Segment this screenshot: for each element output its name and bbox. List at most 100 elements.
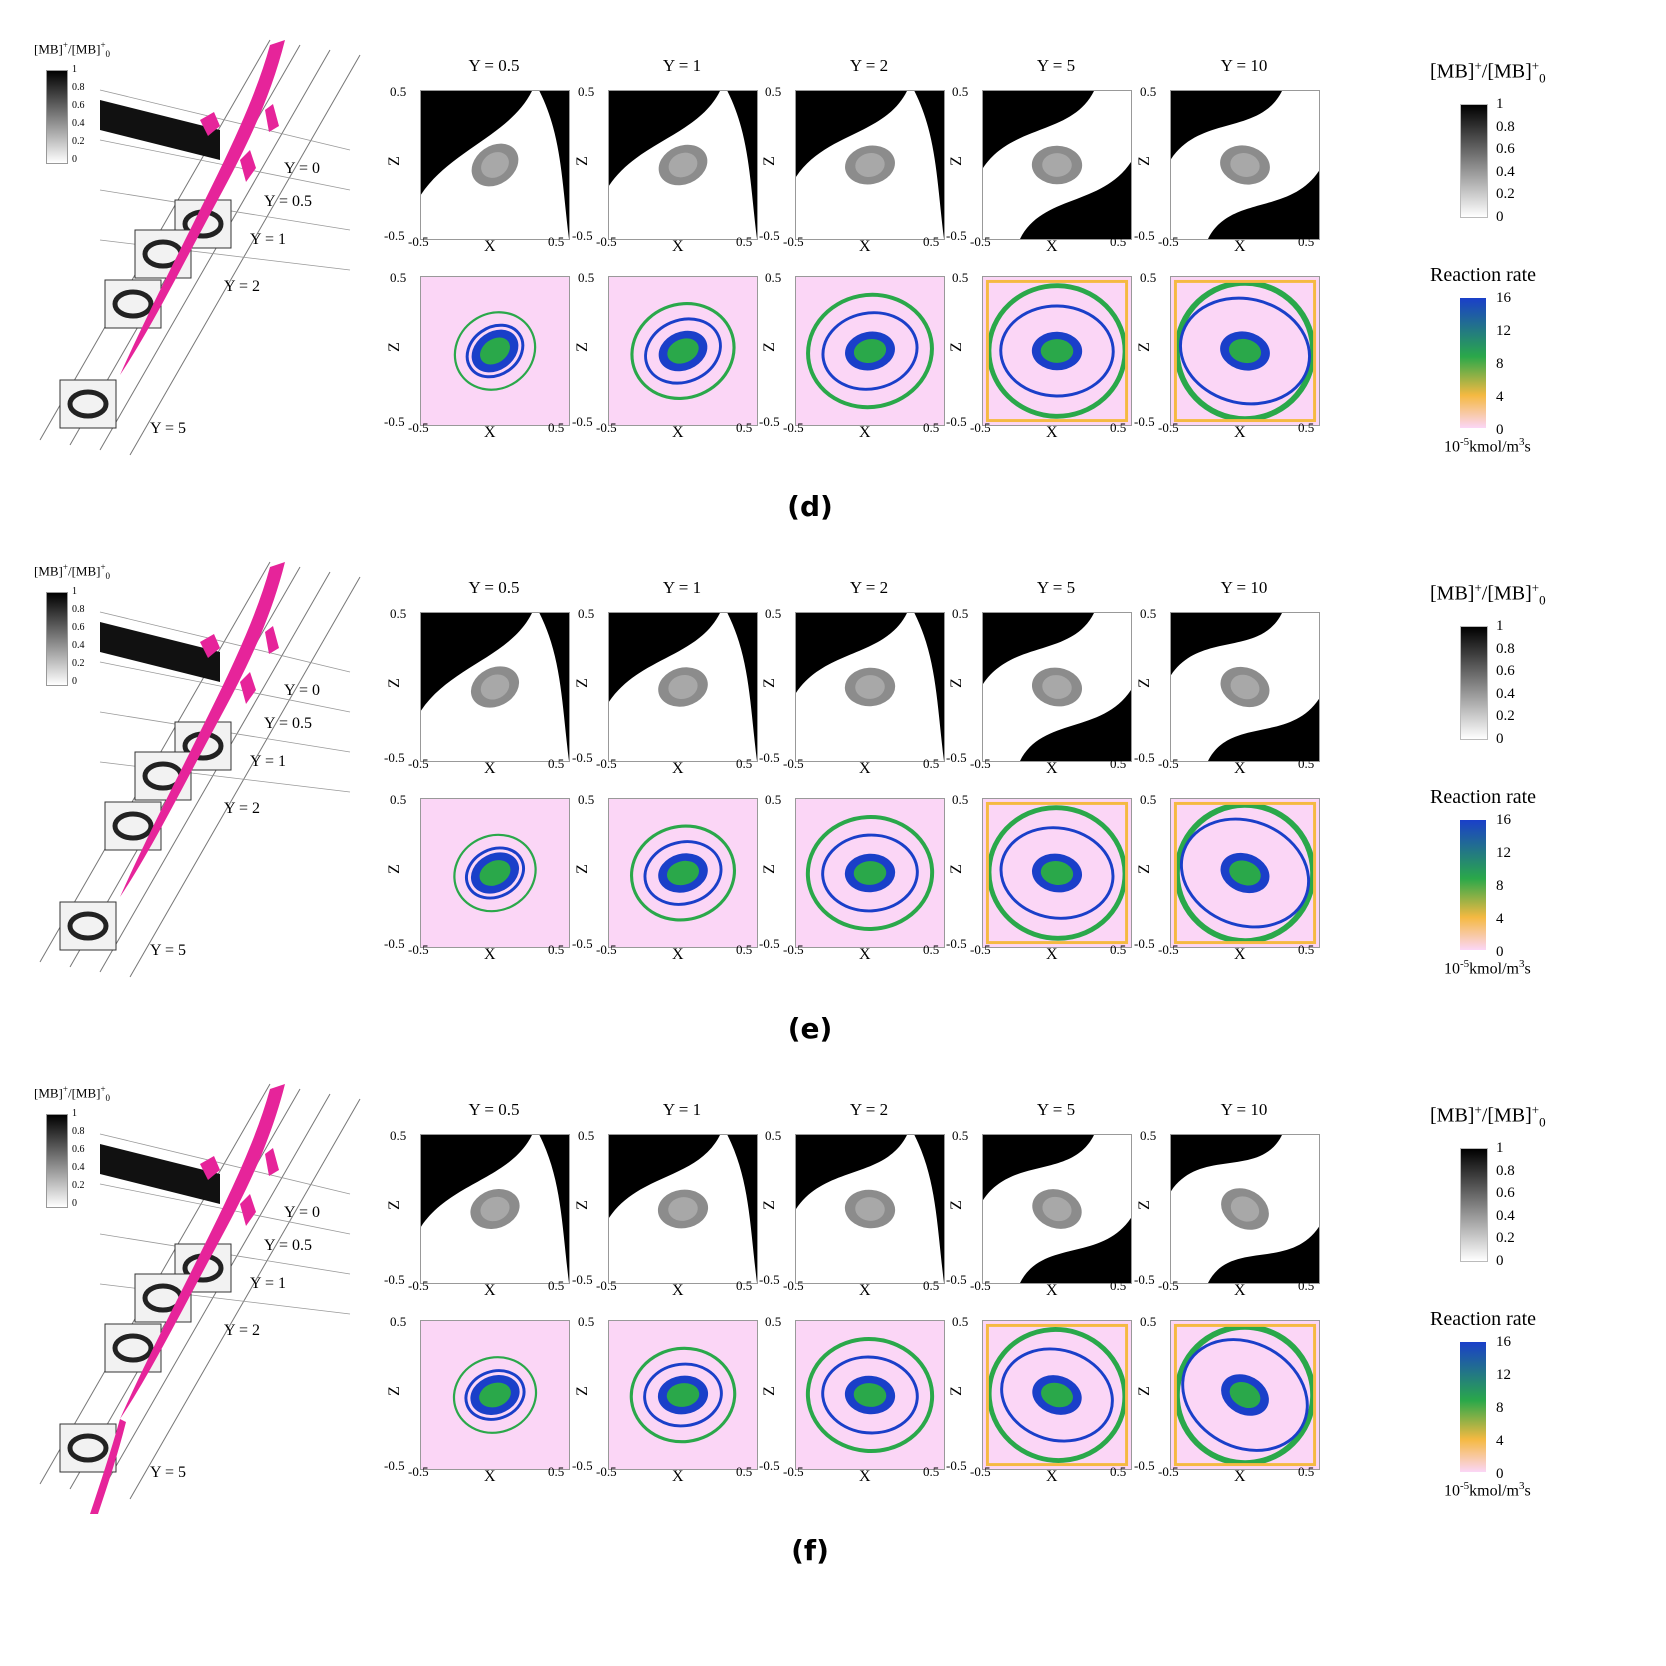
vortex-fragment [265,626,279,654]
dark-region [727,91,757,239]
tick-label: 0.5 [765,1128,782,1143]
tick-label: -0.5 [759,750,780,765]
slice-guide-line [99,611,351,673]
inlet-plate [100,622,220,682]
dark-region [983,613,1094,685]
reaction-colorbar-tick: 12 [1496,323,1511,339]
map-drawing [1171,277,1319,425]
tick-label: 0.5 [1298,1278,1315,1293]
z-axis-label: Z [573,1200,591,1210]
map-drawing [796,613,944,761]
legend-sub: 0 [105,48,111,59]
reaction-front [986,805,1128,941]
z-axis-label: Z [573,678,591,688]
reaction-colorbar-tick: 12 [1496,845,1511,861]
vortex-reaction-center [667,338,699,364]
z-axis-label: Z [385,342,403,352]
tick-label: -0.5 [1158,234,1179,249]
legend-sup: + [1531,1102,1540,1117]
vortex-isosurface [120,562,285,897]
tick-label: -0.5 [759,228,780,243]
vortex-fragment [240,150,256,182]
reaction-front [1179,817,1311,929]
concentration-colorbar-tick: 0.2 [1496,708,1515,724]
concentration-map [608,90,758,240]
x-axis-label: X [1234,238,1246,255]
z-axis-label: Z [573,156,591,166]
x-axis-label: X [484,424,496,441]
vortex-center [1230,1196,1260,1222]
tick-label: -0.5 [596,756,617,771]
tick-label: -0.5 [783,1278,804,1293]
vortex-center [1042,1196,1072,1222]
slice-guide-line [99,1133,351,1195]
iso-colorbar [46,1114,68,1208]
tick-label: 0.5 [1110,942,1127,957]
map-drawing [1171,799,1319,947]
tick-label: 0.5 [923,756,940,771]
iso-legend-title: [MB]+/[MB]+0 [34,562,110,581]
tick-label: 0.5 [548,942,565,957]
isosurface-view [30,552,390,1002]
reaction-colorbar-tick: 4 [1496,911,1504,927]
legend-sep: /[MB] [67,1085,101,1101]
z-axis-label: Z [947,156,965,166]
map-drawing [421,1135,569,1283]
tick-label: -0.5 [596,1278,617,1293]
x-axis-label: X [1046,946,1058,963]
panel-label: (f) [791,1534,829,1567]
tick-label: 0.5 [1298,1464,1315,1479]
reaction-rate-map [1170,1320,1320,1470]
tick-label: 0.5 [952,792,969,807]
map-drawing [609,613,757,761]
z-axis-label: Z [760,156,778,166]
slice-label: Y = 0.5 [264,1237,312,1254]
tick-label: -0.5 [384,414,405,429]
vortex-center [481,152,509,178]
map-drawing [983,1135,1131,1283]
concentration-map [420,90,570,240]
isosurface-drawing [39,561,361,978]
reaction-outer-band [1173,1323,1317,1467]
z-axis-label: Z [1135,678,1153,688]
tick-label: 0.5 [736,1464,753,1479]
tick-label: -0.5 [384,750,405,765]
slice-label: Y = 0 [284,682,320,699]
x-axis-label: X [859,946,871,963]
isosurface-drawing [39,39,361,456]
concentration-colorbar-tick: 0.6 [1496,141,1515,157]
map-drawing [1171,91,1319,239]
unit-tail: s [1524,438,1531,456]
tick-label: -0.5 [946,228,967,243]
tick-label: 0.5 [1140,1128,1157,1143]
tick-label: -0.5 [783,1464,804,1479]
concentration-colorbar [1460,1148,1488,1262]
tick-label: 0.5 [1298,756,1315,771]
reaction-unit: 10-5kmol/m3s [1444,958,1531,978]
column-title: Y = 2 [849,1100,889,1119]
legend-sub: 0 [1539,70,1546,86]
map-drawing [1171,1321,1319,1469]
concentration-map [982,1134,1132,1284]
vortex-center [668,1197,698,1221]
reaction-front [630,301,736,401]
reaction-front [629,1346,737,1444]
column-title: Y = 1 [662,56,702,75]
x-axis-label: X [672,760,684,777]
map-drawing [796,91,944,239]
dark-region [1171,613,1282,676]
channel-edge-line [99,571,331,973]
map-drawing [421,613,569,761]
vortex-fragment [265,1148,279,1176]
tick-label: -0.5 [783,234,804,249]
unit-tail: s [1524,1482,1531,1500]
map-drawing [983,91,1131,239]
tick-label: -0.5 [783,756,804,771]
tick-label: 0.5 [578,270,595,285]
legend-sup: + [1474,58,1482,73]
iso-colorbar-tick: 0.2 [72,658,85,669]
tick-label: -0.5 [572,750,593,765]
reaction-front [999,304,1115,398]
tick-label: -0.5 [1158,420,1179,435]
